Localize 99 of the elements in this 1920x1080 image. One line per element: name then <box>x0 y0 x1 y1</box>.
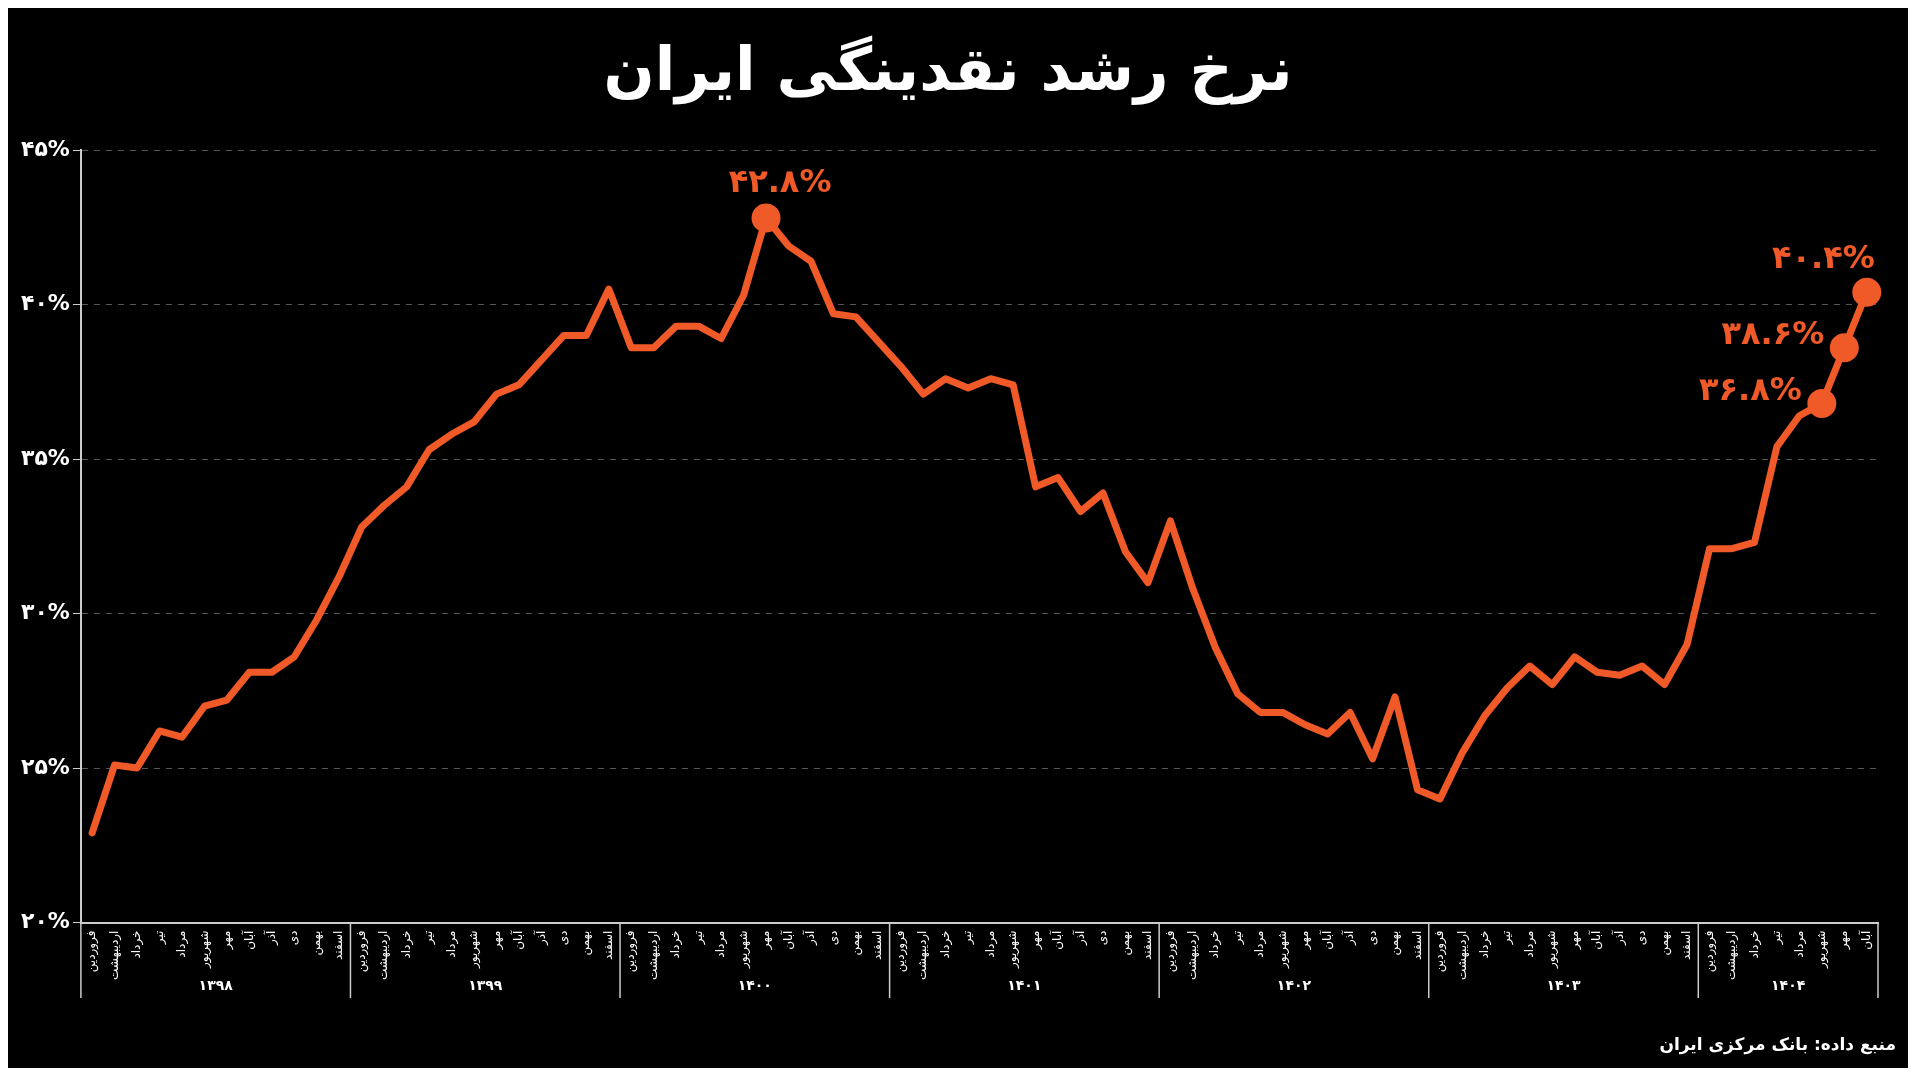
x-tick-label: خرداد <box>1477 930 1493 959</box>
text: ۱۴۰۳ <box>1546 976 1582 993</box>
text: ۱۴۰۴ <box>1771 976 1806 993</box>
data-label: ۳۶.۸% <box>1699 369 1802 408</box>
x-tick-label: مرداد <box>982 930 998 958</box>
x-tick-label: خرداد <box>1207 930 1223 959</box>
text: ۱۳۹۹ <box>468 976 503 993</box>
x-tick-label: فروردین <box>84 930 100 973</box>
x-tick-label: فروردین <box>892 930 908 973</box>
x-tick-label: آذر <box>1341 929 1358 947</box>
x-tick-label: مهر <box>1027 930 1043 951</box>
x-tick-label: آبان <box>1318 929 1334 950</box>
text: منبع داده: بانک مرکزی ایران <box>1659 1034 1896 1056</box>
x-tick-label: خرداد <box>1746 930 1762 959</box>
x-tick-label: اردیبهشت <box>1184 930 1200 980</box>
x-tick-label: تیر <box>1499 930 1515 946</box>
x-tick-label: دی <box>1364 930 1379 946</box>
x-tick-label: تیر <box>690 930 706 946</box>
x-tick-label: فروردین <box>1701 930 1717 973</box>
x-tick-label: مرداد <box>713 930 729 958</box>
x-tick-label: اردیبهشت <box>1724 930 1740 980</box>
x-tick-label: آذر <box>1071 929 1088 947</box>
x-tick-label: اسفند <box>600 930 615 960</box>
x-tick-label: خرداد <box>937 930 953 959</box>
x-tick-label: اردیبهشت <box>915 930 931 980</box>
x-tick-label: بهمن <box>308 930 324 956</box>
x-tick-label: اسفند <box>331 930 346 960</box>
x-tick-label: دی <box>825 930 840 946</box>
x-tick-label: مهر <box>758 930 774 951</box>
x-tick-label: بهمن <box>1387 930 1403 956</box>
data-label: ۴۰.۴% <box>1771 238 1875 277</box>
x-tick-label: دی <box>555 930 570 946</box>
x-tick-label: آبان <box>779 929 795 950</box>
x-tick-label: مرداد <box>1252 930 1268 958</box>
x-tick-label: اسفند <box>870 930 885 960</box>
x-tick-label: تیر <box>421 930 437 946</box>
x-tick-label: خرداد <box>398 930 414 959</box>
y-tick-label: ۴۵% <box>20 135 70 161</box>
x-tick-label: خرداد <box>129 930 145 959</box>
x-tick-label: خرداد <box>668 930 684 959</box>
x-tick-label: اسفند <box>1679 930 1694 960</box>
x-tick-label: اردیبهشت <box>1454 930 1470 980</box>
text: ۱۴۰۲ <box>1276 976 1312 993</box>
x-tick-label: دی <box>286 930 301 946</box>
x-tick-label: مهر <box>219 930 235 951</box>
x-tick-label: اردیبهشت <box>376 930 392 980</box>
x-tick-label: مهر <box>1566 930 1582 951</box>
x-tick-label: شهریور <box>466 930 482 970</box>
x-tick-label: آذر <box>532 929 549 947</box>
x-tick-label: بهمن <box>1656 930 1672 956</box>
x-tick-label: اسفند <box>1409 930 1424 960</box>
x-tick-label: مرداد <box>174 930 190 958</box>
x-tick-label: تیر <box>1769 930 1785 946</box>
x-tick-label: دی <box>1095 930 1110 946</box>
x-tick-label: دی <box>1634 930 1649 946</box>
x-tick-label: آبان <box>1857 929 1873 950</box>
x-tick-label: بهمن <box>578 930 594 956</box>
x-tick-label: شهریور <box>196 930 212 970</box>
y-tick-label: ۲۵% <box>20 753 70 779</box>
text: ۱۴۰۰ <box>737 976 772 993</box>
x-tick-label: مهر <box>488 930 504 951</box>
y-tick-label: ۴۰% <box>20 290 70 316</box>
x-tick-label: فروردین <box>353 930 369 973</box>
x-tick-label: بهمن <box>1117 930 1133 956</box>
x-tick-label: آذر <box>1610 929 1627 947</box>
x-tick-label: تیر <box>1229 930 1245 946</box>
x-tick-label: اردیبهشت <box>645 930 661 980</box>
x-tick-label: فروردین <box>1162 930 1178 973</box>
x-tick-label: آذر <box>262 929 279 947</box>
y-tick-label: ۲۰% <box>20 908 70 934</box>
data-label: ۴۲.۸% <box>728 162 832 201</box>
x-tick-label: شهریور <box>735 930 751 970</box>
text: ۱۳۹۸ <box>198 976 234 993</box>
x-tick-label: آبان <box>510 929 526 950</box>
x-tick-label: شهریور <box>1813 930 1829 970</box>
x-tick-label: شهریور <box>1274 930 1290 970</box>
x-tick-label: مهر <box>1297 930 1313 951</box>
x-tick-label: اسفند <box>1140 930 1155 960</box>
x-tick-label: فروردین <box>623 930 639 973</box>
chart-title: نرخ رشد نقدینگی ایران <box>603 33 1293 105</box>
x-tick-label: مرداد <box>443 930 459 958</box>
x-tick-label: شهریور <box>1005 930 1021 970</box>
x-tick-label: آذر <box>802 929 819 947</box>
data-label: ۳۸.۶% <box>1721 314 1825 353</box>
x-tick-label: شهریور <box>1544 930 1560 970</box>
y-tick-label: ۳۵% <box>20 444 70 470</box>
x-tick-label: مرداد <box>1791 930 1807 958</box>
x-tick-label: تیر <box>960 930 976 946</box>
x-tick-label: تیر <box>151 930 167 946</box>
text: ۱۴۰۱ <box>1007 976 1042 993</box>
y-tick-label: ۳۰% <box>20 599 70 625</box>
x-tick-label: مهر <box>1836 930 1852 951</box>
x-tick-label: آبان <box>240 929 256 950</box>
x-tick-label: فروردین <box>1432 930 1448 973</box>
x-tick-label: بهمن <box>848 930 864 956</box>
x-tick-label: آبان <box>1588 929 1604 950</box>
x-tick-label: اردیبهشت <box>106 930 122 980</box>
x-tick-label: آبان <box>1049 929 1065 950</box>
x-tick-label: مرداد <box>1521 930 1537 958</box>
